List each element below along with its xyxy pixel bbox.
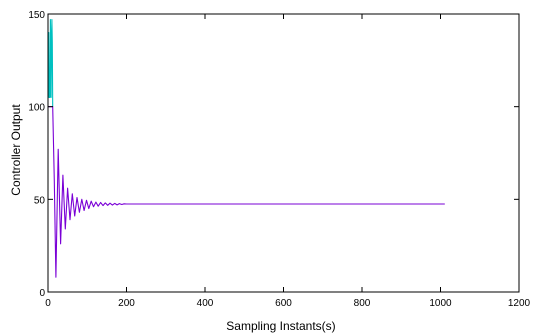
y-tick-label: 150 [28, 10, 45, 21]
y-axis-label: Controller Output [9, 104, 23, 196]
series-line-2 [47, 106, 445, 278]
x-tick-label: 200 [118, 298, 135, 309]
y-tick-label: 0 [39, 288, 45, 299]
y-tick-label: 50 [34, 195, 46, 206]
plot-frame [47, 13, 520, 293]
x-tick-label: 600 [275, 298, 292, 309]
series-line-1 [47, 19, 54, 108]
x-tick-label: 800 [354, 298, 371, 309]
x-axis-label: Sampling Instants(s) [226, 319, 335, 333]
y-tick-label: 100 [28, 103, 45, 114]
x-tick-label: 400 [197, 298, 214, 309]
plot-area [47, 19, 445, 278]
x-tick-label: 0 [45, 298, 51, 309]
x-tick-label: 1200 [508, 298, 531, 309]
axes: 0 200 400 600 800 1000 1200 0 50 100 150 [28, 10, 530, 309]
x-tick-label: 1000 [429, 298, 452, 309]
